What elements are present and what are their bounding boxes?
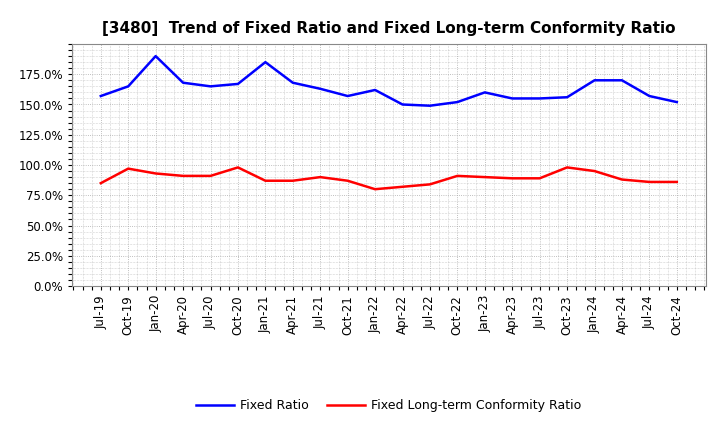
Fixed Ratio: [261, 59, 270, 65]
Fixed Long-term Conformity Ratio: [151, 171, 160, 176]
Fixed Long-term Conformity Ratio: [179, 173, 187, 179]
Fixed Ratio: [563, 95, 572, 100]
Fixed Ratio: [590, 77, 599, 83]
Fixed Long-term Conformity Ratio: [618, 177, 626, 182]
Fixed Long-term Conformity Ratio: [645, 180, 654, 185]
Line: Fixed Long-term Conformity Ratio: Fixed Long-term Conformity Ratio: [101, 167, 677, 189]
Fixed Ratio: [96, 93, 105, 99]
Fixed Ratio: [508, 96, 516, 101]
Fixed Ratio: [206, 84, 215, 89]
Fixed Long-term Conformity Ratio: [371, 187, 379, 192]
Fixed Long-term Conformity Ratio: [426, 182, 434, 187]
Fixed Long-term Conformity Ratio: [536, 176, 544, 181]
Legend: Fixed Ratio, Fixed Long-term Conformity Ratio: Fixed Ratio, Fixed Long-term Conformity …: [192, 394, 586, 417]
Fixed Ratio: [151, 53, 160, 59]
Fixed Long-term Conformity Ratio: [289, 178, 297, 183]
Fixed Ratio: [672, 99, 681, 105]
Fixed Ratio: [179, 80, 187, 85]
Fixed Long-term Conformity Ratio: [96, 180, 105, 186]
Fixed Long-term Conformity Ratio: [316, 174, 325, 180]
Title: [3480]  Trend of Fixed Ratio and Fixed Long-term Conformity Ratio: [3480] Trend of Fixed Ratio and Fixed Lo…: [102, 21, 675, 36]
Fixed Long-term Conformity Ratio: [124, 166, 132, 171]
Fixed Long-term Conformity Ratio: [590, 169, 599, 174]
Line: Fixed Ratio: Fixed Ratio: [101, 56, 677, 106]
Fixed Long-term Conformity Ratio: [508, 176, 516, 181]
Fixed Ratio: [124, 84, 132, 89]
Fixed Ratio: [536, 96, 544, 101]
Fixed Ratio: [316, 86, 325, 92]
Fixed Long-term Conformity Ratio: [261, 178, 270, 183]
Fixed Long-term Conformity Ratio: [672, 180, 681, 185]
Fixed Long-term Conformity Ratio: [480, 174, 489, 180]
Fixed Ratio: [371, 87, 379, 92]
Fixed Ratio: [426, 103, 434, 108]
Fixed Ratio: [645, 93, 654, 99]
Fixed Ratio: [289, 80, 297, 85]
Fixed Long-term Conformity Ratio: [398, 184, 407, 189]
Fixed Ratio: [398, 102, 407, 107]
Fixed Ratio: [480, 90, 489, 95]
Fixed Long-term Conformity Ratio: [206, 173, 215, 179]
Fixed Ratio: [343, 93, 352, 99]
Fixed Ratio: [233, 81, 242, 87]
Fixed Long-term Conformity Ratio: [233, 165, 242, 170]
Fixed Long-term Conformity Ratio: [343, 178, 352, 183]
Fixed Long-term Conformity Ratio: [563, 165, 572, 170]
Fixed Ratio: [453, 99, 462, 105]
Fixed Ratio: [618, 77, 626, 83]
Fixed Long-term Conformity Ratio: [453, 173, 462, 179]
